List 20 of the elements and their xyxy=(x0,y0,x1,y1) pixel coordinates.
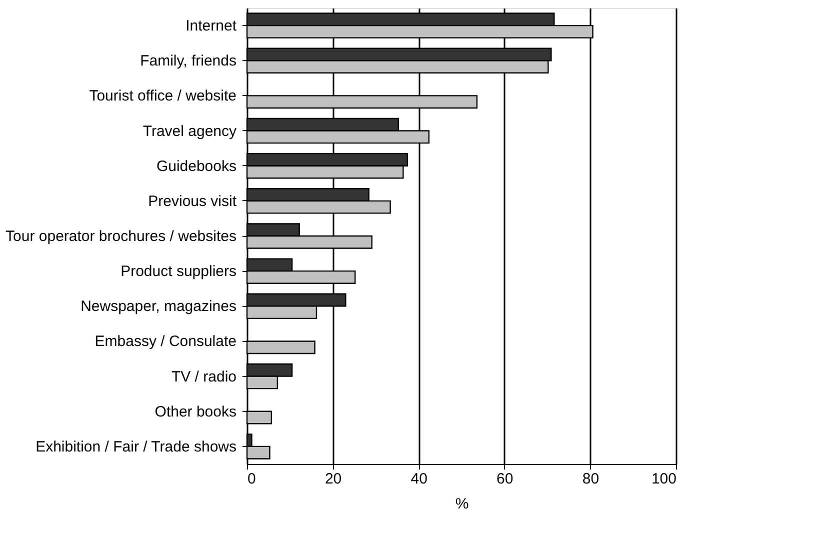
y-tick-label: Previous visit xyxy=(148,192,238,210)
y-tick-label: Product suppliers xyxy=(120,263,236,280)
y-tick-label: Travel agency xyxy=(142,122,237,140)
x-tick-label: 0 xyxy=(248,470,256,488)
x-tick-label: 100 xyxy=(651,470,676,488)
y-tick-label: Guidebooks xyxy=(156,158,236,175)
y-tick-label: Internet xyxy=(186,18,238,35)
y-tick-label: Embassy / Consulate xyxy=(94,333,236,350)
y-tick-label: Tourist office / website xyxy=(89,88,236,105)
y-tick-label: Newspaper, magazines xyxy=(80,298,236,316)
y-tick-label: Other books xyxy=(154,403,236,420)
x-tick-label: 40 xyxy=(410,470,428,488)
x-tick-label: 80 xyxy=(582,470,600,488)
y-tick-label: TV / radio xyxy=(171,368,236,386)
y-tick-label: Exhibition / Fair / Trade shows xyxy=(36,438,236,456)
x-axis-title: % xyxy=(455,496,469,512)
x-tick-label: 20 xyxy=(324,470,342,488)
x-tick-label: 60 xyxy=(496,470,514,488)
y-tick-label: Tour operator brochures / websites xyxy=(6,228,236,245)
y-tick-label: Family, friends xyxy=(140,52,236,70)
